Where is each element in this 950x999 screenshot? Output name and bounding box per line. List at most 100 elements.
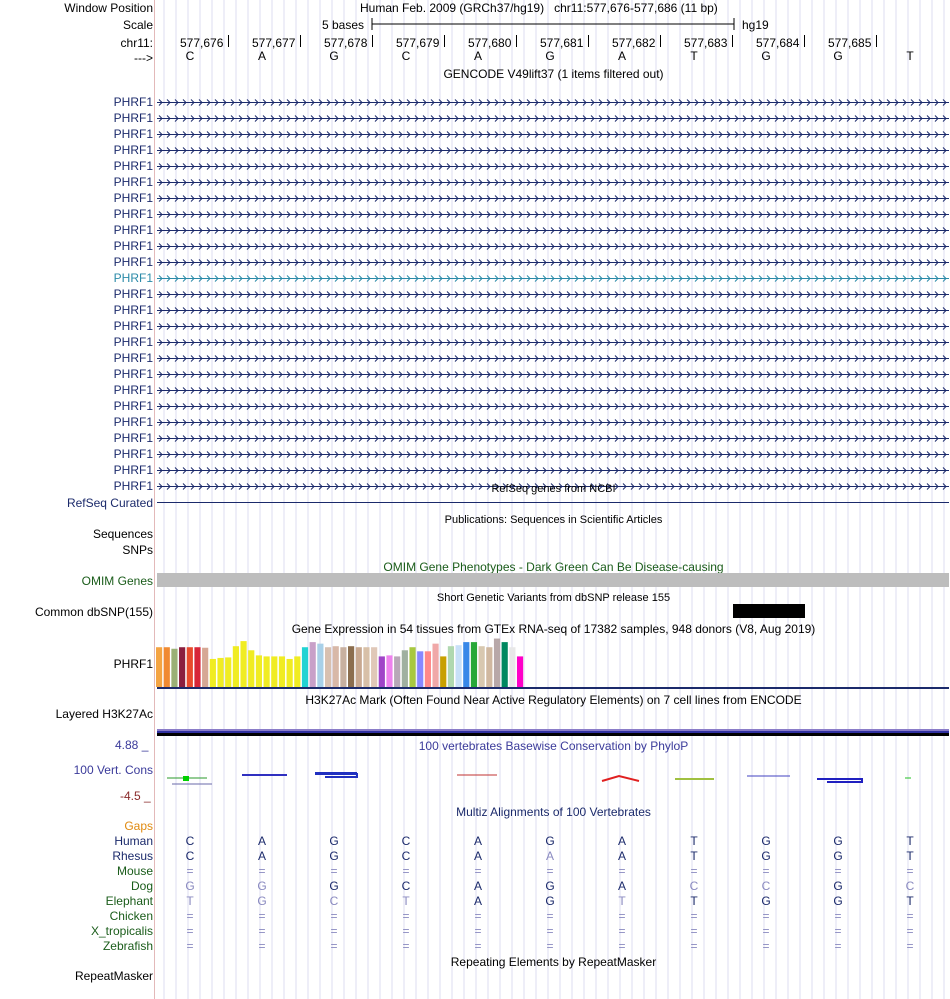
gtex-label[interactable]: PHRF1	[113, 657, 153, 671]
gtex-tissue-bar[interactable]	[332, 646, 339, 687]
gtex-tissue-bar[interactable]	[516, 656, 524, 687]
gtex-tissue-bar[interactable]	[424, 651, 431, 687]
gencode-gene-line[interactable]	[157, 162, 949, 171]
gencode-gene-label[interactable]: PHRF1	[113, 159, 153, 173]
gencode-gene-line[interactable]	[157, 450, 949, 459]
gencode-gene-label[interactable]: PHRF1	[113, 287, 153, 301]
gencode-gene-line[interactable]	[157, 194, 949, 203]
gtex-chart[interactable]	[156, 636, 556, 687]
gencode-gene-label[interactable]: PHRF1	[113, 239, 153, 253]
gtex-tissue-bar[interactable]	[401, 650, 408, 687]
gtex-tissue-bar[interactable]	[317, 643, 324, 687]
gencode-gene-line[interactable]	[157, 274, 949, 283]
refseq-gene-line[interactable]	[157, 502, 949, 503]
gtex-tissue-bar[interactable]	[486, 647, 493, 687]
gencode-gene-line[interactable]	[157, 482, 949, 491]
refseq-label[interactable]: RefSeq Curated	[66, 496, 153, 510]
gtex-tissue-bar[interactable]	[286, 658, 293, 687]
phylop-signal[interactable]	[157, 765, 949, 790]
dbsnp-track-title[interactable]: Short Genetic Variants from dbSNP releas…	[436, 592, 671, 604]
omim-label[interactable]: OMIM Genes	[81, 574, 153, 588]
gtex-tissue-bar[interactable]	[217, 657, 224, 687]
dbsnp-variant[interactable]	[733, 604, 805, 618]
gtex-tissue-bar[interactable]	[371, 647, 378, 687]
gencode-gene-line[interactable]	[157, 226, 949, 235]
gencode-gene-label[interactable]: PHRF1	[113, 351, 153, 365]
gtex-tissue-bar[interactable]	[324, 647, 332, 687]
gtex-tissue-bar[interactable]	[340, 647, 347, 687]
repeatmasker-track-title[interactable]: Repeating Elements by RepeatMasker	[450, 955, 657, 969]
h3k27ac-signal[interactable]	[157, 729, 949, 736]
gtex-tissue-bar[interactable]	[240, 641, 247, 687]
gtex-tissue-bar[interactable]	[463, 642, 470, 687]
gtex-tissue-bar[interactable]	[163, 647, 170, 687]
gencode-gene-label[interactable]: PHRF1	[113, 383, 153, 397]
gtex-tissue-bar[interactable]	[417, 651, 424, 687]
gencode-gene-line[interactable]	[157, 466, 949, 475]
gencode-gene-line[interactable]	[157, 370, 949, 379]
gtex-tissue-bar[interactable]	[455, 645, 462, 687]
gencode-gene-line[interactable]	[157, 98, 949, 107]
gencode-gene-line[interactable]	[157, 402, 949, 411]
gtex-tissue-bar[interactable]	[432, 643, 439, 687]
gencode-gene-label[interactable]: PHRF1	[113, 223, 153, 237]
multiz-track-title[interactable]: Multiz Alignments of 100 Vertebrates	[456, 805, 651, 819]
gencode-gene-line[interactable]	[157, 322, 949, 331]
gtex-tissue-bar[interactable]	[301, 647, 309, 687]
gtex-tissue-bar[interactable]	[271, 656, 278, 687]
gtex-tissue-bar[interactable]	[294, 656, 301, 687]
gencode-gene-label[interactable]: PHRF1	[113, 111, 153, 125]
gtex-tissue-bar[interactable]	[348, 646, 355, 687]
gtex-tissue-bar[interactable]	[263, 656, 270, 687]
multiz-species-label[interactable]: Chicken	[109, 909, 153, 923]
gencode-gene-label[interactable]: PHRF1	[113, 415, 153, 429]
multiz-species-label[interactable]: Rhesus	[112, 849, 153, 863]
gencode-gene-label[interactable]: PHRF1	[113, 175, 153, 189]
multiz-species-label[interactable]: X_tropicalis	[90, 924, 153, 938]
gtex-tissue-bar[interactable]	[470, 642, 478, 687]
gencode-gene-label[interactable]: PHRF1	[113, 431, 153, 445]
gtex-tissue-bar[interactable]	[509, 647, 516, 687]
h3k27ac-track-title[interactable]: H3K27Ac Mark (Often Found Near Active Re…	[305, 693, 802, 707]
gtex-tissue-bar[interactable]	[309, 642, 316, 687]
gencode-gene-line[interactable]	[157, 306, 949, 315]
gencode-gene-label[interactable]: PHRF1	[113, 367, 153, 381]
gtex-tissue-bar[interactable]	[186, 647, 193, 687]
gencode-gene-line[interactable]	[157, 418, 949, 427]
gtex-tissue-bar[interactable]	[355, 647, 362, 687]
sequences-label[interactable]: Sequences	[92, 527, 153, 541]
repeatmasker-label[interactable]: RepeatMasker	[74, 969, 153, 983]
gaps-label[interactable]: Gaps	[124, 819, 153, 833]
gtex-tissue-bar[interactable]	[409, 647, 416, 687]
gtex-tissue-bar[interactable]	[378, 656, 385, 687]
phylop-track-title[interactable]: 100 vertebrates Basewise Conservation by…	[418, 739, 689, 753]
gtex-tissue-bar[interactable]	[478, 646, 485, 687]
gtex-tissue-bar[interactable]	[194, 647, 201, 687]
omim-feature[interactable]	[157, 573, 949, 587]
gtex-tissue-bar[interactable]	[209, 658, 216, 687]
gencode-gene-line[interactable]	[157, 130, 949, 139]
gencode-gene-label[interactable]: PHRF1	[113, 479, 153, 493]
publications-track-title[interactable]: Publications: Sequences in Scientific Ar…	[444, 514, 663, 526]
gencode-gene-label[interactable]: PHRF1	[113, 191, 153, 205]
gencode-gene-line[interactable]	[157, 290, 949, 299]
gtex-tissue-bar[interactable]	[156, 647, 163, 687]
gtex-tissue-bar[interactable]	[501, 642, 508, 687]
gencode-gene-label[interactable]: PHRF1	[113, 271, 153, 285]
gtex-tissue-bar[interactable]	[171, 648, 178, 687]
gencode-gene-label[interactable]: PHRF1	[113, 95, 153, 109]
gencode-track-title[interactable]: GENCODE V49lift37 (1 items filtered out)	[443, 67, 664, 81]
gtex-tissue-bar[interactable]	[493, 638, 501, 687]
multiz-species-label[interactable]: Human	[114, 834, 153, 848]
gtex-tissue-bar[interactable]	[440, 656, 447, 687]
dbsnp-label[interactable]: Common dbSNP(155)	[34, 605, 153, 619]
gencode-gene-line[interactable]	[157, 258, 949, 267]
gencode-gene-line[interactable]	[157, 146, 949, 155]
multiz-species-label[interactable]: Elephant	[105, 894, 153, 908]
gencode-gene-label[interactable]: PHRF1	[113, 303, 153, 317]
gencode-gene-label[interactable]: PHRF1	[113, 127, 153, 141]
gtex-tissue-bar[interactable]	[394, 656, 401, 687]
gencode-gene-label[interactable]: PHRF1	[113, 207, 153, 221]
h3k27ac-label[interactable]: Layered H3K27Ac	[55, 707, 153, 721]
gtex-tissue-bar[interactable]	[248, 650, 255, 687]
